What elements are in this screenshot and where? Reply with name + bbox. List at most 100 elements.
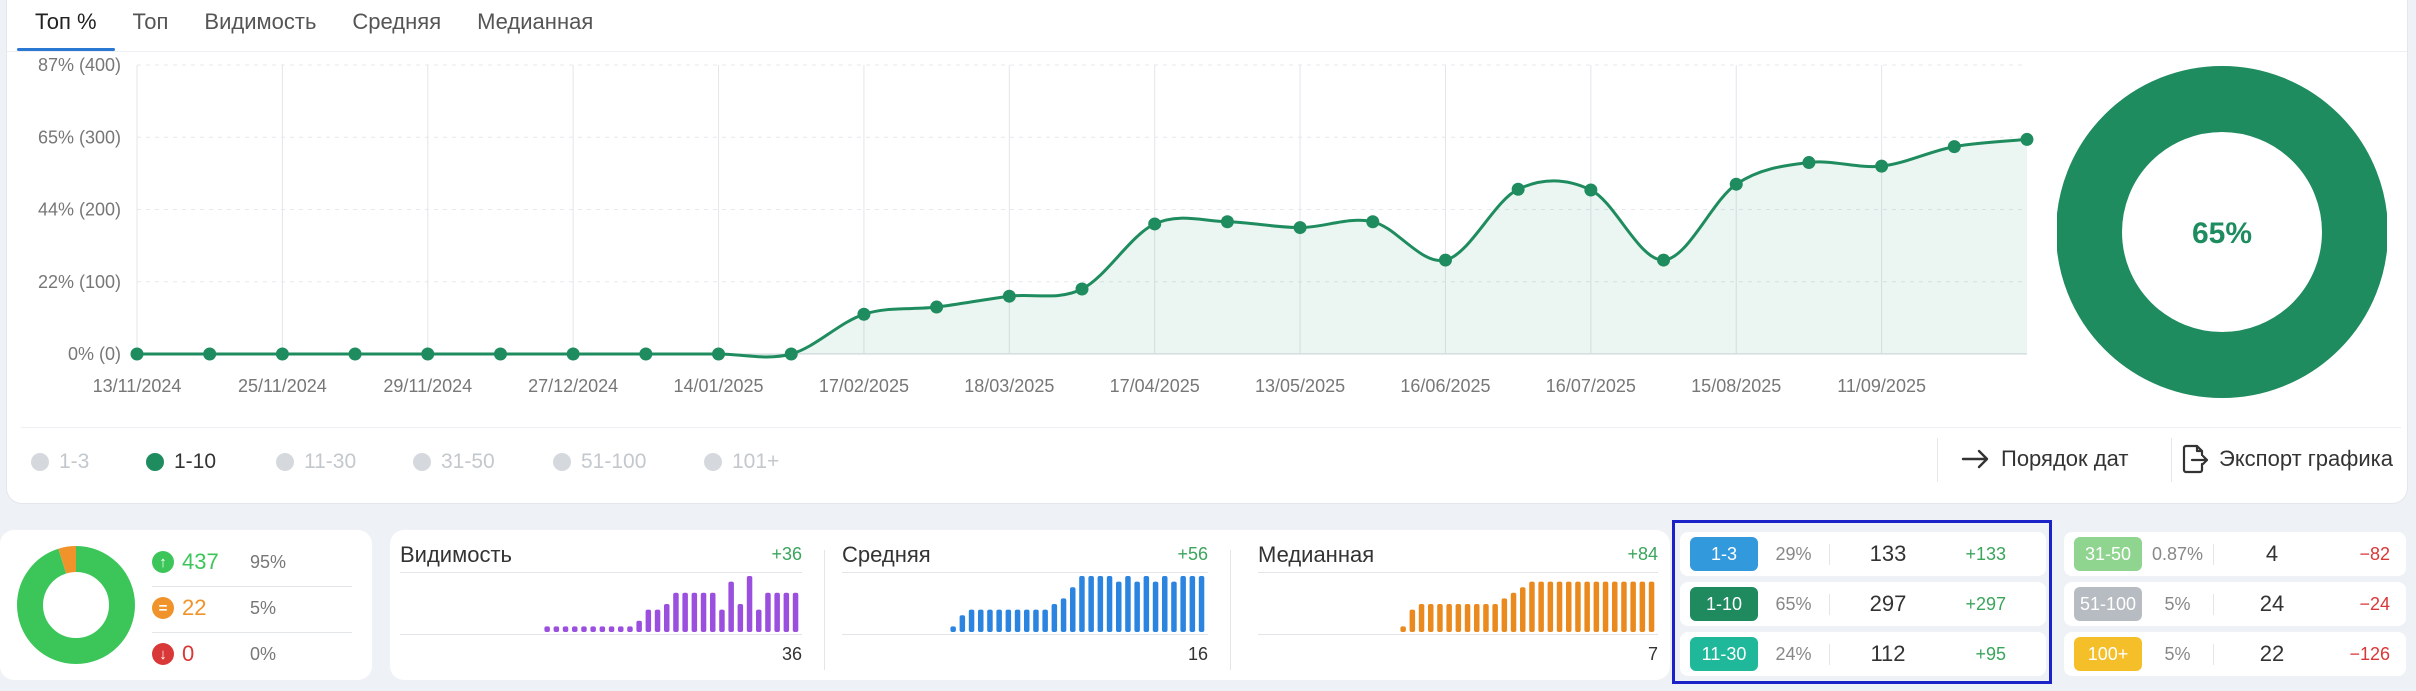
date-order-button[interactable]: Порядок дат	[1961, 436, 2128, 482]
metric-bar	[1492, 604, 1498, 632]
range-row-51-100[interactable]: 51-100 5% 24 −24	[2064, 582, 2406, 626]
data-point[interactable]	[566, 347, 580, 361]
metric-bar	[774, 592, 780, 632]
range-badge: 100+	[2074, 637, 2142, 671]
data-point[interactable]	[784, 347, 798, 361]
y-tick-label: 87% (400)	[38, 55, 121, 75]
range-delta: +297	[1965, 593, 2006, 614]
tab-4[interactable]: Медианная	[477, 9, 594, 34]
range-count: 112	[1870, 641, 1906, 666]
donut-value-arc	[2057, 66, 2387, 398]
x-tick-label: 14/01/2025	[673, 376, 763, 396]
data-point[interactable]	[421, 347, 435, 361]
range-table-top: 1-3 29% 133 +133 1-10 65% 297 +297 11-30 24% 112 +9…	[1676, 530, 2054, 680]
share-slice	[17, 546, 135, 664]
data-point[interactable]	[1947, 140, 1961, 154]
tab-2[interactable]: Видимость	[204, 9, 317, 34]
metric-2: Медианная +84 7	[1258, 530, 1658, 680]
metric-bar	[1051, 604, 1058, 632]
legend-item-101+[interactable]: 101+	[704, 450, 779, 474]
legend-item-11-30[interactable]: 11-30	[276, 450, 356, 474]
tab-1[interactable]: Топ	[132, 9, 169, 34]
data-point[interactable]	[1511, 182, 1525, 196]
metric-bar	[1483, 604, 1489, 632]
metric-bar	[1162, 576, 1168, 632]
metric-bar	[1106, 576, 1113, 632]
data-point[interactable]	[1802, 156, 1816, 170]
y-tick-label: 44% (200)	[38, 200, 121, 220]
data-point[interactable]	[1729, 177, 1743, 191]
range-row-100+[interactable]: 100+ 5% 22 −126	[2064, 632, 2406, 676]
position-share-card: ↑ 437 95% = 22 5% ↓ 0 0%	[0, 530, 372, 680]
arrow-down-icon: ↓	[152, 643, 174, 665]
metric-bar	[1134, 581, 1140, 632]
metric-bar	[1024, 609, 1030, 632]
export-chart-label: Экспорт графика	[2219, 446, 2394, 471]
metric-bar	[1501, 598, 1508, 632]
data-point[interactable]	[1657, 253, 1671, 267]
top-share-donut: 65%	[2057, 66, 2387, 398]
range-row-11-30[interactable]: 11-30 24% 112 +95	[1680, 632, 2046, 676]
data-point[interactable]	[493, 347, 507, 361]
legend-item-51-100[interactable]: 51-100	[553, 450, 646, 474]
metric-bar	[562, 626, 569, 632]
range-count: 24	[2259, 591, 2285, 616]
data-point[interactable]	[930, 300, 944, 314]
y-tick-label: 22% (100)	[38, 272, 121, 292]
metric-bar	[1060, 598, 1067, 632]
data-point[interactable]	[203, 347, 217, 361]
data-point[interactable]	[1366, 215, 1380, 229]
position-share-donut	[17, 546, 135, 664]
range-count: 22	[2259, 641, 2285, 666]
data-point[interactable]	[1220, 215, 1234, 229]
metric-separator	[824, 550, 825, 670]
x-tick-label: 18/03/2025	[964, 376, 1054, 396]
x-tick-label: 27/12/2024	[528, 376, 618, 396]
data-point[interactable]	[712, 347, 726, 361]
legend-item-1-3[interactable]: 1-3	[31, 450, 89, 474]
range-row-1-10[interactable]: 1-10 65% 297 +297	[1680, 582, 2046, 626]
metric-bar	[710, 592, 716, 632]
data-point[interactable]	[275, 347, 289, 361]
legend-label: 1-10	[174, 450, 217, 473]
donut-center-label: 65%	[2192, 217, 2252, 250]
tab-3[interactable]: Средняя	[352, 9, 442, 34]
share-down-value: 0	[182, 641, 195, 666]
metric-bar	[618, 626, 624, 632]
arrow-up-icon: ↑	[152, 551, 174, 573]
data-point[interactable]	[1875, 159, 1889, 173]
range-row-1-3[interactable]: 1-3 29% 133 +133	[1680, 532, 2046, 576]
metric-bar	[1437, 604, 1443, 632]
data-point[interactable]	[1148, 217, 1162, 231]
metric-bar	[987, 609, 993, 632]
data-point[interactable]	[1293, 221, 1307, 235]
metric-bar	[728, 581, 734, 632]
metric-bar	[1079, 576, 1085, 632]
tab-0[interactable]: Топ %	[17, 0, 115, 51]
y-tick-label: 0% (0)	[68, 344, 121, 364]
range-row-31-50[interactable]: 31-50 0.87% 4 −82	[2064, 532, 2406, 576]
metric-bar	[1455, 604, 1462, 632]
data-point[interactable]	[2020, 132, 2034, 146]
data-point[interactable]	[1584, 183, 1598, 197]
share-slice	[17, 546, 135, 664]
export-chart-button[interactable]: Экспорт графика	[2181, 436, 2393, 482]
metric-bar	[1648, 581, 1655, 632]
range-badge: 1-3	[1690, 537, 1758, 571]
range-pct: 0.87%	[2142, 543, 2214, 565]
data-point[interactable]	[348, 347, 362, 361]
data-point[interactable]	[639, 347, 653, 361]
data-point[interactable]	[1002, 289, 1016, 303]
legend-item-1-10[interactable]: 1-10	[146, 450, 216, 474]
share-row-up: ↑ 437 95%	[152, 540, 352, 584]
data-point[interactable]	[857, 307, 871, 321]
x-tick-label: 29/11/2024	[383, 376, 472, 396]
metric-bar	[654, 609, 661, 632]
data-point[interactable]	[130, 347, 144, 361]
metric-delta: +56	[1177, 544, 1208, 564]
data-point[interactable]	[1075, 282, 1089, 296]
series-line	[137, 137, 2028, 359]
x-tick-label: 11/09/2025	[1837, 376, 1926, 396]
legend-item-31-50[interactable]: 31-50	[413, 450, 495, 474]
data-point[interactable]	[1438, 253, 1452, 267]
